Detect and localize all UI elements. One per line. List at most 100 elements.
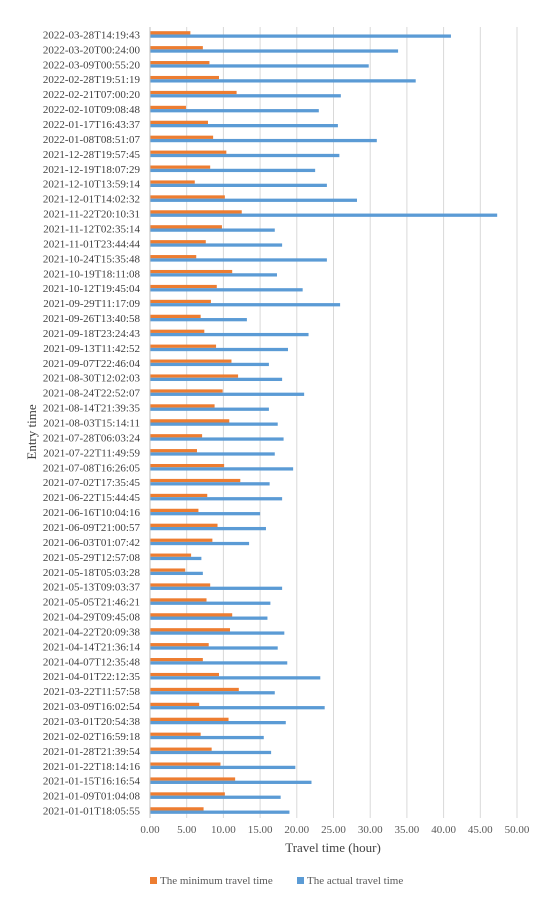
bar-minimum-travel-time xyxy=(150,523,218,527)
y-tick-label: 2021-04-14T21:36:14 xyxy=(43,641,141,653)
bar-minimum-travel-time xyxy=(150,493,208,498)
y-tick-label: 2021-09-07T22:46:04 xyxy=(43,358,141,370)
bar-minimum-travel-time xyxy=(150,478,241,483)
y-tick-label: 2021-12-28T19:57:45 xyxy=(43,149,141,161)
bar-minimum-travel-time xyxy=(150,31,191,35)
bar-minimum-travel-time xyxy=(150,568,186,572)
bar-actual-travel-time xyxy=(150,228,275,232)
bar-minimum-travel-time xyxy=(150,449,197,453)
y-tick-label: 2021-09-29T11:17:09 xyxy=(43,298,140,310)
y-tick-label: 2021-04-07T12:35:48 xyxy=(43,656,141,668)
bar-minimum-travel-time xyxy=(150,508,199,513)
bar-minimum-travel-time xyxy=(150,135,214,139)
bar-actual-travel-time xyxy=(150,467,294,471)
bar-actual-travel-time xyxy=(150,318,247,322)
y-tick-label: 2021-06-03T01:07:42 xyxy=(43,537,140,549)
bar-actual-travel-time xyxy=(150,706,325,710)
bar-actual-travel-time xyxy=(150,198,357,202)
bar-actual-travel-time xyxy=(150,616,268,620)
bar-minimum-travel-time xyxy=(150,777,236,781)
bar-actual-travel-time xyxy=(150,407,269,411)
bar-minimum-travel-time xyxy=(150,120,208,125)
bar-minimum-travel-time xyxy=(150,598,207,602)
x-tick-label: 15.00 xyxy=(248,824,273,836)
y-tick-label: 2021-12-19T18:07:29 xyxy=(43,164,141,176)
bar-minimum-travel-time xyxy=(150,150,227,154)
bar-minimum-travel-time xyxy=(150,672,219,677)
bar-minimum-travel-time xyxy=(150,180,195,184)
bar-minimum-travel-time xyxy=(150,807,204,811)
x-tick-label: 20.00 xyxy=(284,824,309,836)
y-tick-label: 2021-09-18T23:24:43 xyxy=(43,328,141,340)
y-tick-label: 2021-03-22T11:57:58 xyxy=(43,686,140,698)
bar-actual-travel-time xyxy=(150,79,416,83)
legend-label-minimum: The minimum travel time xyxy=(160,875,273,887)
y-tick-label: 2021-05-13T09:03:37 xyxy=(43,582,141,594)
y-tick-label: 2021-06-22T15:44:45 xyxy=(43,492,141,504)
y-tick-label: 2022-01-08T08:51:07 xyxy=(43,134,141,146)
bar-actual-travel-time xyxy=(150,124,338,128)
bar-actual-travel-time xyxy=(150,691,275,695)
bar-actual-travel-time xyxy=(150,34,451,38)
y-tick-label: 2022-03-09T00:55:20 xyxy=(43,59,141,71)
bar-actual-travel-time xyxy=(150,347,288,352)
x-tick-label: 0.00 xyxy=(140,824,160,836)
y-tick-label: 2021-09-13T11:42:52 xyxy=(43,343,140,355)
bar-minimum-travel-time xyxy=(150,389,223,393)
bar-actual-travel-time xyxy=(150,332,309,337)
y-tick-label: 2022-02-10T09:08:48 xyxy=(43,104,141,116)
bar-minimum-travel-time xyxy=(150,374,239,378)
bar-minimum-travel-time xyxy=(150,762,221,766)
bar-actual-travel-time xyxy=(150,780,312,784)
bar-minimum-travel-time xyxy=(150,553,192,557)
y-tick-label: 2021-02-02T16:59:18 xyxy=(43,731,141,743)
bar-minimum-travel-time xyxy=(150,419,230,423)
bar-minimum-travel-time xyxy=(150,344,217,348)
y-axis-title: Entry time xyxy=(24,404,39,459)
bar-actual-travel-time xyxy=(150,556,202,561)
bar-actual-travel-time xyxy=(150,138,377,143)
bar-actual-travel-time xyxy=(150,377,283,382)
bar-actual-travel-time xyxy=(150,109,319,113)
bar-minimum-travel-time xyxy=(150,165,211,169)
bar-actual-travel-time xyxy=(150,303,341,307)
y-tick-label: 2021-04-29T09:45:08 xyxy=(43,612,141,624)
bars xyxy=(150,31,498,814)
legend-swatch-actual xyxy=(297,877,304,884)
bar-minimum-travel-time xyxy=(150,225,222,229)
bar-minimum-travel-time xyxy=(150,792,225,796)
y-tick-label: 2021-08-24T22:52:07 xyxy=(43,388,141,400)
x-tick-label: 5.00 xyxy=(177,824,197,836)
bar-minimum-travel-time xyxy=(150,583,211,587)
bar-actual-travel-time xyxy=(150,94,341,98)
axes: 0.00 5.00 10.00 15.00 20.00 25.00 30.00 35.00 40… xyxy=(43,27,530,836)
y-tick-label: 2021-01-28T21:39:54 xyxy=(43,746,141,758)
bar-minimum-travel-time xyxy=(150,732,201,736)
y-tick-label: 2021-01-01T18:05:55 xyxy=(43,806,141,818)
y-tick-label: 2021-01-15T16:16:54 xyxy=(43,776,141,788)
y-tick-label: 2021-07-02T17:35:45 xyxy=(43,477,141,489)
bar-actual-travel-time xyxy=(150,273,277,277)
bar-actual-travel-time xyxy=(150,153,340,158)
legend-swatch-minimum xyxy=(150,877,157,884)
bar-actual-travel-time xyxy=(150,571,203,576)
bar-actual-travel-time xyxy=(150,288,303,292)
y-tick-label: 2021-08-14T21:39:35 xyxy=(43,403,141,415)
y-tick-label: 2021-01-09T01:04:08 xyxy=(43,791,141,803)
bar-actual-travel-time xyxy=(150,541,250,546)
bar-actual-travel-time xyxy=(150,49,399,53)
y-tick-label: 2021-04-01T22:12:35 xyxy=(43,671,141,683)
bar-actual-travel-time xyxy=(150,437,284,441)
y-tick-label: 2021-01-22T18:14:16 xyxy=(43,761,141,773)
y-tick-label: 2021-06-09T21:00:57 xyxy=(43,522,141,534)
y-tick-label: 2021-12-10T13:59:14 xyxy=(43,179,141,191)
y-tick-label: 2021-11-12T02:35:14 xyxy=(43,223,140,235)
y-tick-label: 2022-02-21T07:00:20 xyxy=(43,89,141,101)
x-axis-title: Travel time (hour) xyxy=(285,840,381,855)
bar-actual-travel-time xyxy=(150,512,261,516)
y-tick-label: 2021-07-08T16:26:05 xyxy=(43,462,141,474)
bar-minimum-travel-time xyxy=(150,538,213,542)
bar-minimum-travel-time xyxy=(150,687,239,692)
bar-minimum-travel-time xyxy=(150,46,203,50)
